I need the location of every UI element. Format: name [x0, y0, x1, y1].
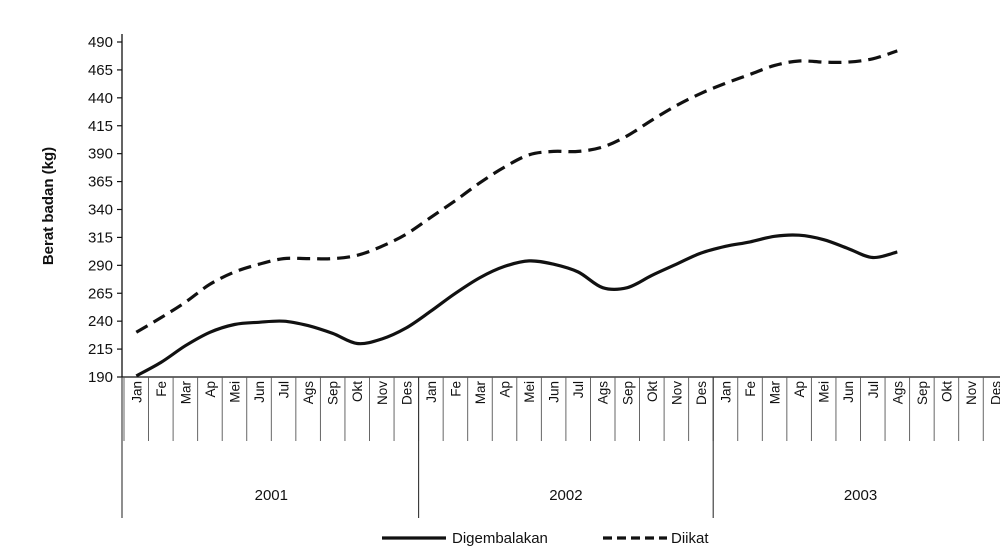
x-tick-label: Jan	[718, 381, 733, 403]
x-tick-label: Jun	[841, 381, 856, 403]
x-tick-label: Mar	[473, 380, 488, 404]
y-axis-label: Berat badan (kg)	[40, 147, 57, 265]
x-tick-label: Fe	[154, 381, 169, 397]
y-tick-label: 290	[88, 257, 113, 274]
x-tick-label: Nov	[964, 381, 979, 405]
y-axis: 190 215 240 265 290 315 340 365 390 415 440 465 490	[88, 34, 123, 386]
y-tick-label: 365	[88, 174, 113, 191]
x-tick-label: Mar	[768, 380, 783, 404]
x-tick-label: Okt	[350, 381, 365, 402]
y-tick-label: 340	[88, 202, 113, 219]
y-tick-label: 490	[88, 34, 113, 51]
legend: Digembalakan Diikat	[382, 530, 709, 547]
x-tick-label: Okt	[939, 381, 954, 402]
x-tick-label: Mei	[817, 381, 832, 403]
y-axis-label-group: Berat badan (kg)	[40, 147, 57, 265]
x-tick-label: Des	[694, 381, 709, 405]
x-tick-label: Jul	[571, 381, 586, 398]
x-tick-label: Nov	[375, 381, 390, 405]
year-label: 2001	[255, 487, 288, 504]
x-tick-label: Jan	[129, 381, 144, 403]
x-tick-label: Ags	[301, 381, 316, 405]
y-tick-label: 190	[88, 369, 113, 386]
x-tick-label: Des	[989, 381, 1000, 405]
y-tick-label: 265	[88, 285, 113, 302]
y-tick-label: 440	[88, 90, 113, 107]
x-tick-label: Ap	[203, 381, 218, 398]
x-tick-label: Sep	[915, 381, 930, 405]
x-axis: Jan Fe Mar Ap Mei Jun Jul Ags Sep Okt Nov Des Jan Fe M…	[121, 376, 1000, 518]
x-tick-label: Nov	[669, 381, 684, 405]
x-tick-label: Okt	[645, 381, 660, 402]
x-tick-label: Sep	[326, 381, 341, 405]
y-tick-label: 315	[88, 229, 113, 246]
year-label: 2002	[549, 487, 582, 504]
x-tick-label: Ap	[792, 381, 807, 398]
legend-label-digembalakan: Digembalakan	[452, 530, 548, 547]
x-tick-label: Jun	[547, 381, 562, 403]
year-label: 2003	[844, 487, 877, 504]
series-line-diikat	[135, 49, 898, 334]
x-tick-label: Jul	[866, 381, 881, 398]
x-tick-label: Mar	[178, 380, 193, 404]
series-layer	[135, 49, 898, 378]
x-tick-label: Des	[399, 381, 414, 405]
x-tick-label: Ap	[498, 381, 513, 398]
x-tick-label: Sep	[620, 381, 635, 405]
x-tick-label: Mei	[522, 381, 537, 403]
x-tick-label: Ags	[596, 381, 611, 405]
x-tick-label: Fe	[743, 381, 758, 397]
y-tick-label: 415	[88, 118, 113, 135]
y-tick-label: 215	[88, 341, 113, 358]
y-tick-label: 390	[88, 146, 113, 163]
x-tick-label: Jun	[252, 381, 267, 403]
x-tick-label: Jan	[424, 381, 439, 403]
series-line-digembalakan	[135, 233, 898, 378]
x-tick-label: Ags	[890, 381, 905, 405]
y-tick-label: 240	[88, 313, 113, 330]
x-tick-label: Fe	[448, 381, 463, 397]
legend-label-diikat: Diikat	[671, 530, 709, 547]
x-tick-label: Mei	[227, 381, 242, 403]
x-tick-label: Jul	[277, 381, 292, 398]
y-tick-label: 465	[88, 62, 113, 79]
